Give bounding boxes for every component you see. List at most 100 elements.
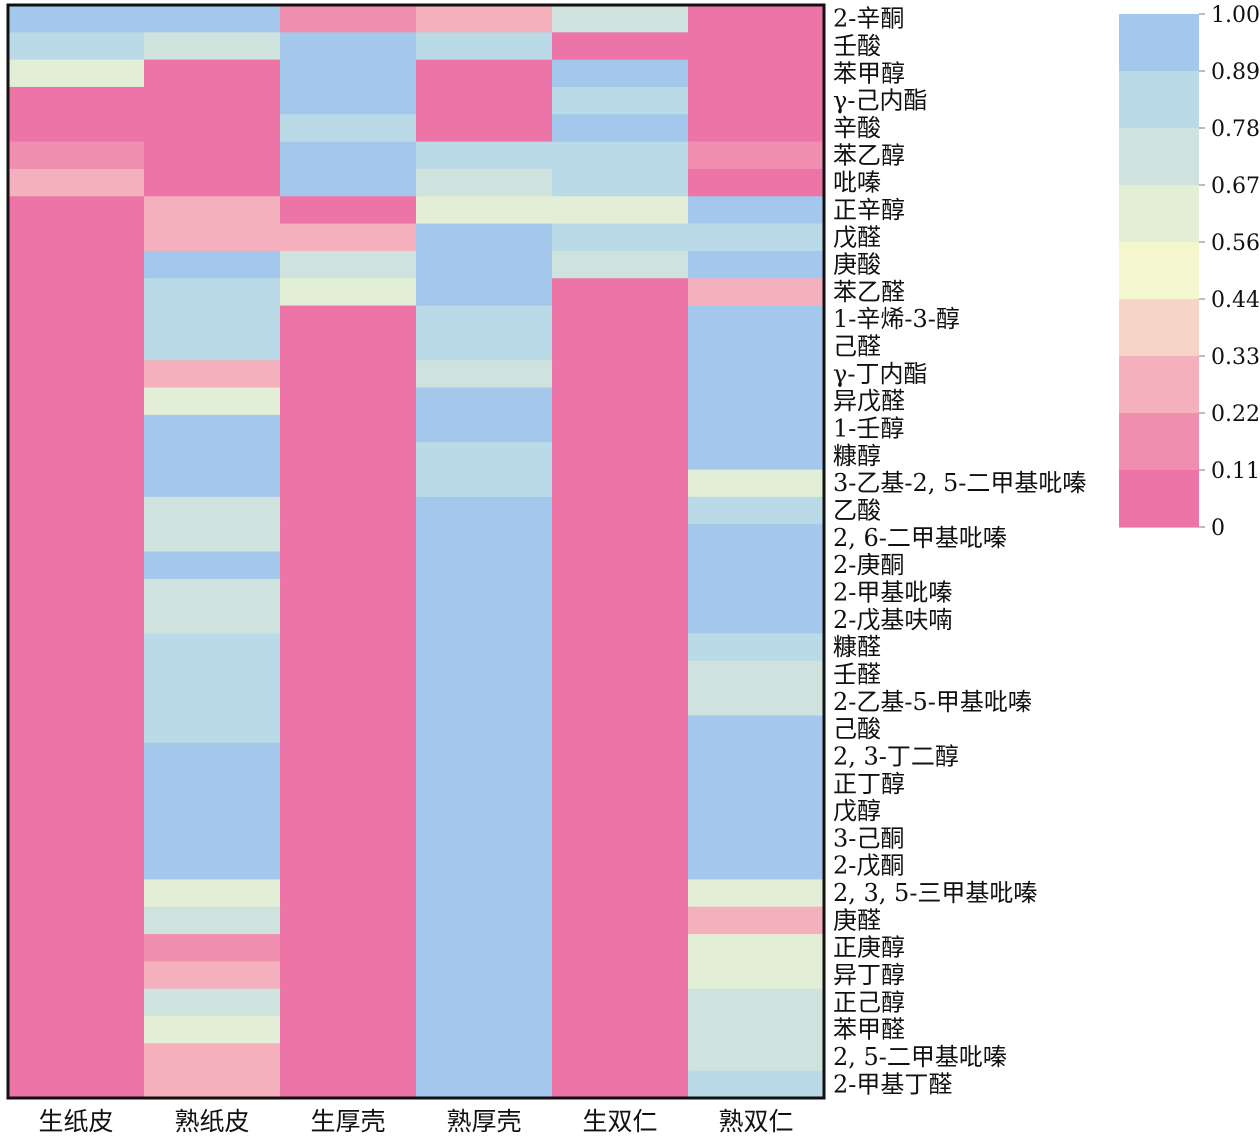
heatmap-cell bbox=[8, 633, 145, 662]
row-label: 异丁醇 bbox=[833, 961, 905, 989]
heatmap-cell bbox=[280, 32, 417, 61]
heatmap-cell bbox=[416, 141, 553, 170]
heatmap-cell bbox=[144, 961, 281, 990]
heatmap-cell bbox=[552, 906, 689, 935]
heatmap-cell bbox=[144, 742, 281, 771]
heatmap-cell bbox=[416, 934, 553, 962]
heatmap-cell bbox=[8, 168, 145, 197]
heatmap-cell bbox=[144, 906, 281, 935]
heatmap-cell bbox=[416, 278, 553, 307]
heatmap-cell bbox=[144, 879, 281, 908]
heatmap-cell bbox=[144, 1016, 281, 1044]
heatmap-cell bbox=[552, 59, 689, 88]
heatmap-cell bbox=[552, 715, 689, 744]
heatmap-cell bbox=[416, 688, 553, 717]
heatmap-cell bbox=[688, 524, 825, 553]
row-label: 2-辛酮 bbox=[833, 5, 904, 33]
row-label: 2-乙基-5-甲基吡嗪 bbox=[833, 688, 1032, 716]
heatmap-cell bbox=[416, 496, 553, 525]
heatmap-cell bbox=[688, 660, 825, 689]
heatmap-cell bbox=[280, 168, 417, 197]
heatmap-cell bbox=[8, 59, 145, 88]
heatmap-cell bbox=[280, 469, 417, 498]
heatmap-cell bbox=[280, 59, 417, 88]
heatmap-cell bbox=[552, 824, 689, 853]
heatmap-cell bbox=[144, 5, 281, 33]
heatmap-cell bbox=[688, 5, 825, 33]
heatmap-cell bbox=[416, 59, 553, 88]
colorbar-tick-label: 0.67 bbox=[1211, 174, 1260, 199]
heatmap-cell bbox=[416, 332, 553, 361]
heatmap-cell bbox=[552, 797, 689, 826]
heatmap-cell bbox=[280, 141, 417, 170]
heatmap-cell bbox=[280, 770, 417, 799]
row-label: 2, 3-丁二醇 bbox=[833, 742, 959, 770]
heatmap-cell bbox=[280, 688, 417, 717]
heatmap-cell bbox=[416, 414, 553, 443]
heatmap-cell bbox=[8, 688, 145, 717]
heatmap-cell bbox=[416, 86, 553, 115]
heatmap-cell bbox=[416, 5, 553, 33]
heatmap-cell bbox=[280, 879, 417, 908]
heatmap-cell bbox=[552, 742, 689, 771]
heatmap-cell bbox=[552, 305, 689, 334]
heatmap-cell bbox=[416, 715, 553, 744]
row-label: 庚醛 bbox=[833, 906, 881, 934]
heatmap-cell bbox=[8, 305, 145, 334]
row-label: 正辛醇 bbox=[833, 196, 905, 224]
heatmap-cell bbox=[688, 250, 825, 279]
heatmap-cell bbox=[688, 442, 825, 471]
heatmap-cell bbox=[8, 1043, 145, 1072]
heatmap-cell bbox=[280, 387, 417, 416]
heatmap-cell bbox=[688, 852, 825, 880]
heatmap-cell bbox=[8, 1070, 145, 1099]
heatmap-cell bbox=[688, 168, 825, 197]
heatmap-cell bbox=[280, 660, 417, 689]
row-label: 苯乙醇 bbox=[833, 141, 905, 169]
heatmap-cell bbox=[552, 524, 689, 553]
colorbar-tick-label: 0.11 bbox=[1211, 459, 1260, 484]
heatmap-cell bbox=[552, 469, 689, 498]
column-label: 生纸皮 bbox=[38, 1107, 113, 1136]
heatmap-cell bbox=[552, 934, 689, 962]
heatmap-cell bbox=[552, 114, 689, 143]
row-label: 正丁醇 bbox=[833, 770, 905, 798]
heatmap-cell bbox=[416, 551, 553, 580]
row-label: 2, 6-二甲基吡嗪 bbox=[833, 524, 1007, 552]
colorbar-tick-label: 0.89 bbox=[1211, 60, 1260, 85]
heatmap-cell bbox=[144, 770, 281, 799]
heatmap-cell bbox=[144, 824, 281, 853]
heatmap-cell bbox=[280, 934, 417, 962]
heatmap-cell bbox=[416, 387, 553, 416]
heatmap-cell bbox=[8, 442, 145, 471]
heatmap-cell bbox=[8, 906, 145, 935]
heatmap-cell bbox=[416, 360, 553, 389]
heatmap-cell bbox=[280, 633, 417, 662]
heatmap-cell bbox=[144, 988, 281, 1017]
heatmap-cell bbox=[552, 633, 689, 662]
heatmap-cell bbox=[144, 168, 281, 197]
heatmap-cell bbox=[552, 961, 689, 990]
heatmap-cell bbox=[688, 469, 825, 498]
row-label: 己醛 bbox=[833, 333, 881, 361]
heatmap-cell bbox=[144, 32, 281, 61]
colorbar-bin bbox=[1119, 413, 1199, 471]
heatmap-cell bbox=[280, 496, 417, 525]
heatmap-cell bbox=[688, 1016, 825, 1044]
heatmap-cell bbox=[688, 414, 825, 443]
heatmap-cell bbox=[416, 442, 553, 471]
heatmap-cell bbox=[688, 934, 825, 962]
colorbar-tick-label: 0 bbox=[1211, 516, 1225, 541]
heatmap-cell bbox=[280, 332, 417, 361]
heatmap-cell bbox=[416, 660, 553, 689]
row-label: 2, 3, 5-三甲基吡嗪 bbox=[833, 879, 1037, 907]
heatmap-cell bbox=[552, 578, 689, 607]
heatmap-cell bbox=[552, 86, 689, 115]
column-label: 生厚壳 bbox=[310, 1107, 385, 1136]
heatmap-cell bbox=[688, 606, 825, 635]
heatmap-cell bbox=[280, 988, 417, 1017]
heatmap-cell bbox=[688, 278, 825, 307]
heatmap-cell bbox=[8, 715, 145, 744]
heatmap-cell bbox=[688, 797, 825, 826]
heatmap-frame bbox=[6, 3, 826, 1100]
